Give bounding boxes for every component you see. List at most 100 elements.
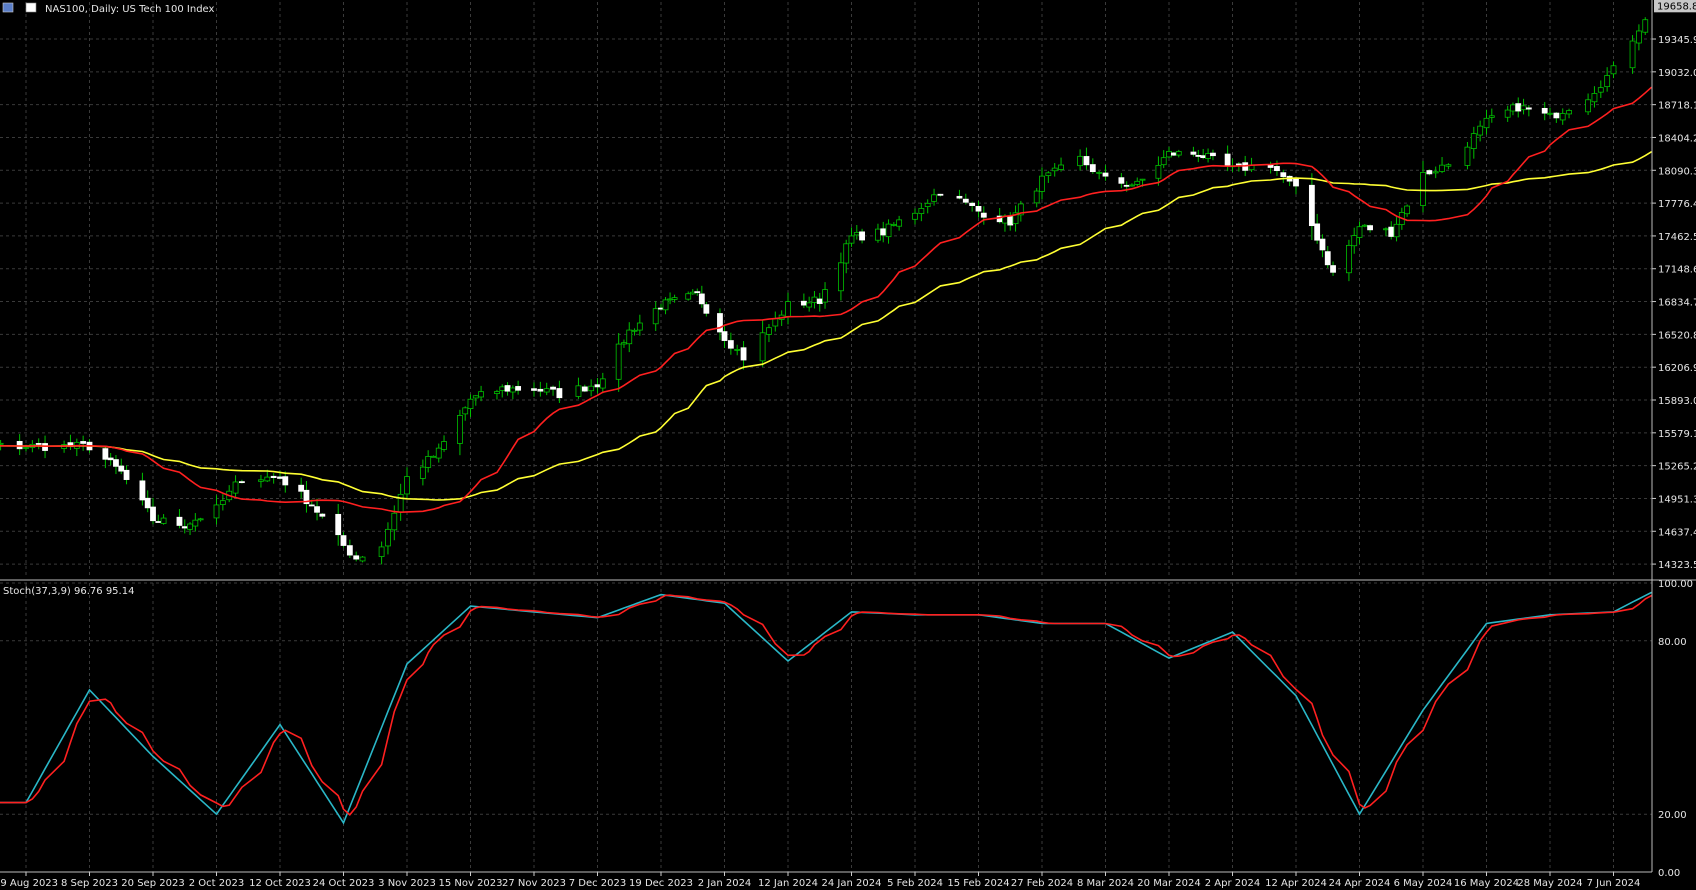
stoch-tick-label: 20.00 [1658,810,1687,821]
candle-bull [425,456,432,468]
candle-bull [918,208,925,214]
candle-bear [1210,152,1216,157]
candle-bull [890,224,897,226]
candle-bull [811,296,818,303]
candle-bear [1123,184,1130,187]
date-tick-label: 3 Nov 2023 [378,878,436,889]
candle-bear [181,526,188,529]
candle-bear [123,469,130,480]
date-tick-label: 12 Oct 2023 [249,878,311,889]
candle-bull [575,385,582,397]
candle-bull [1356,226,1363,238]
candle-bull [626,329,633,345]
current-price-label: 19658.8 [1657,1,1696,12]
date-tick-label: 20 Sep 2023 [121,878,184,889]
candle-bull [1610,65,1617,75]
candle-bear [594,384,601,388]
candle-bull [1096,171,1103,174]
candle-bear [1083,156,1090,166]
date-tick-label: 2 Oct 2023 [189,878,244,889]
date-tick-label: 15 Feb 2024 [947,878,1009,889]
candle-bear [740,347,747,361]
candle-bull [1477,125,1484,136]
candle-bull [543,388,550,393]
price-tick-label: 14951.3 [1658,494,1696,505]
candle-bull [1134,180,1141,185]
candle-bear [859,231,865,241]
candle-bull [1591,93,1598,103]
indicator-label: Stoch(37,3,9) 96.76 95.14 [3,586,134,597]
candle-bear [319,513,326,517]
candle-bull [1129,184,1135,187]
chart-type-icon[interactable] [25,2,37,13]
candle-bull [1642,19,1649,33]
candle-bull [1559,113,1566,121]
candle-bull [1139,178,1146,181]
candle-bear [155,521,162,523]
candle-bull [478,391,484,398]
candle-bull [636,322,643,331]
candle-bull [160,517,167,524]
candle-bull [385,528,391,547]
candle-bear [1426,170,1433,175]
candle-bear [150,506,156,522]
candle-bull [766,327,772,335]
candle-bull [213,504,220,519]
candle-bull [1166,150,1172,158]
candle-bull [1585,99,1591,113]
candle-bear [962,198,969,203]
candle-bull [1445,164,1452,167]
candle-bear [314,506,320,513]
date-tick-label: 20 Mar 2024 [1137,878,1200,889]
candle-bull [494,391,500,395]
candle-bear [969,202,976,206]
candle-bear [956,195,963,199]
candle-bull [1160,157,1167,166]
candle-bear [340,535,347,546]
candle-bull [1012,212,1019,225]
candle-bear [937,193,944,196]
candle-bear [1541,107,1548,114]
candle-bull [1077,155,1083,167]
candle-bear [176,516,183,526]
date-tick-label: 19 Dec 2023 [629,878,693,889]
candle-bull [391,512,398,531]
candle-bull [419,466,426,479]
date-tick-label: 8 Sep 2023 [61,878,118,889]
candle-bull [838,262,844,292]
candle-bull [843,243,850,264]
candle-bear [800,300,807,306]
stoch-tick-label: 80.00 [1658,637,1687,648]
date-tick-label: 24 Jan 2024 [822,878,882,889]
candle-bear [118,465,125,472]
candle-bear [980,212,987,218]
date-tick-label: 2 Jan 2024 [698,878,752,889]
candle-bull [462,407,469,415]
date-tick-label: 12 Jan 2024 [758,878,818,889]
candle-bear [1102,172,1109,177]
candle-bear [880,228,887,236]
candle-bull [457,415,463,444]
date-tick-label: 16 May 2024 [1454,878,1519,889]
stoch-main-line [0,591,1652,825]
candle-bull [1205,153,1211,159]
date-tick-label: 27 Feb 2024 [1011,878,1073,889]
candle-bear [335,513,342,536]
candle-bull [1033,190,1040,204]
candle-bull [378,546,385,557]
candle-bear [353,555,360,560]
candle-bull [0,442,4,445]
candle-bear [1267,164,1274,168]
candle-bull [1439,164,1445,172]
candle-bear [504,385,511,392]
candle-bull [1346,244,1352,274]
candle-bull [1017,203,1024,216]
candle-bear [698,293,705,305]
candle-bear [1280,172,1287,177]
symbol-flag-icon [2,2,14,13]
candle-bear [107,457,114,461]
date-tick-label: 12 Apr 2024 [1265,878,1327,889]
candle-bear [1170,152,1177,156]
